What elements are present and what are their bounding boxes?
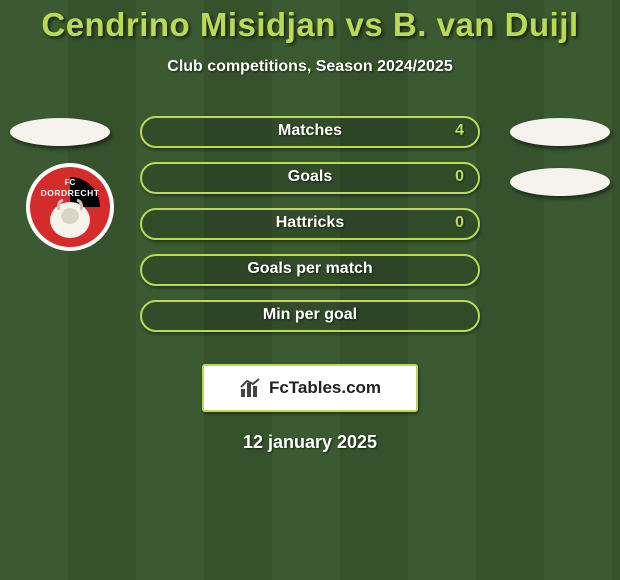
page-title: Cendrino Misidjan vs B. van Duijl bbox=[0, 0, 620, 44]
branding-chart-icon bbox=[239, 377, 263, 399]
stat-row: Matches 4 bbox=[0, 116, 620, 162]
stat-row: Goals 0 bbox=[0, 162, 620, 208]
stat-pill: Goals per match bbox=[140, 254, 480, 286]
stat-pill: Min per goal bbox=[140, 300, 480, 332]
stat-right-value: 0 bbox=[455, 214, 464, 232]
stat-label: Hattricks bbox=[142, 214, 478, 232]
page-subtitle: Club competitions, Season 2024/2025 bbox=[0, 58, 620, 76]
stat-row: Min per goal bbox=[0, 300, 620, 346]
stat-right-value: 0 bbox=[455, 168, 464, 186]
stat-pill: Matches 4 bbox=[140, 116, 480, 148]
stat-label: Goals bbox=[142, 168, 478, 186]
page-date: 12 january 2025 bbox=[0, 432, 620, 453]
branding-text: FcTables.com bbox=[269, 378, 381, 398]
stat-pill: Hattricks 0 bbox=[140, 208, 480, 240]
stat-row: Hattricks 0 bbox=[0, 208, 620, 254]
stat-pill: Goals 0 bbox=[140, 162, 480, 194]
stat-label: Min per goal bbox=[142, 306, 478, 324]
stats-block: FC DORDRECHT Matches 4 Goals 0 bbox=[0, 116, 620, 346]
stat-label: Goals per match bbox=[142, 260, 478, 278]
branding-box: FcTables.com bbox=[202, 364, 418, 412]
stat-right-value: 4 bbox=[455, 122, 464, 140]
stat-row: Goals per match bbox=[0, 254, 620, 300]
stat-label: Matches bbox=[142, 122, 478, 140]
